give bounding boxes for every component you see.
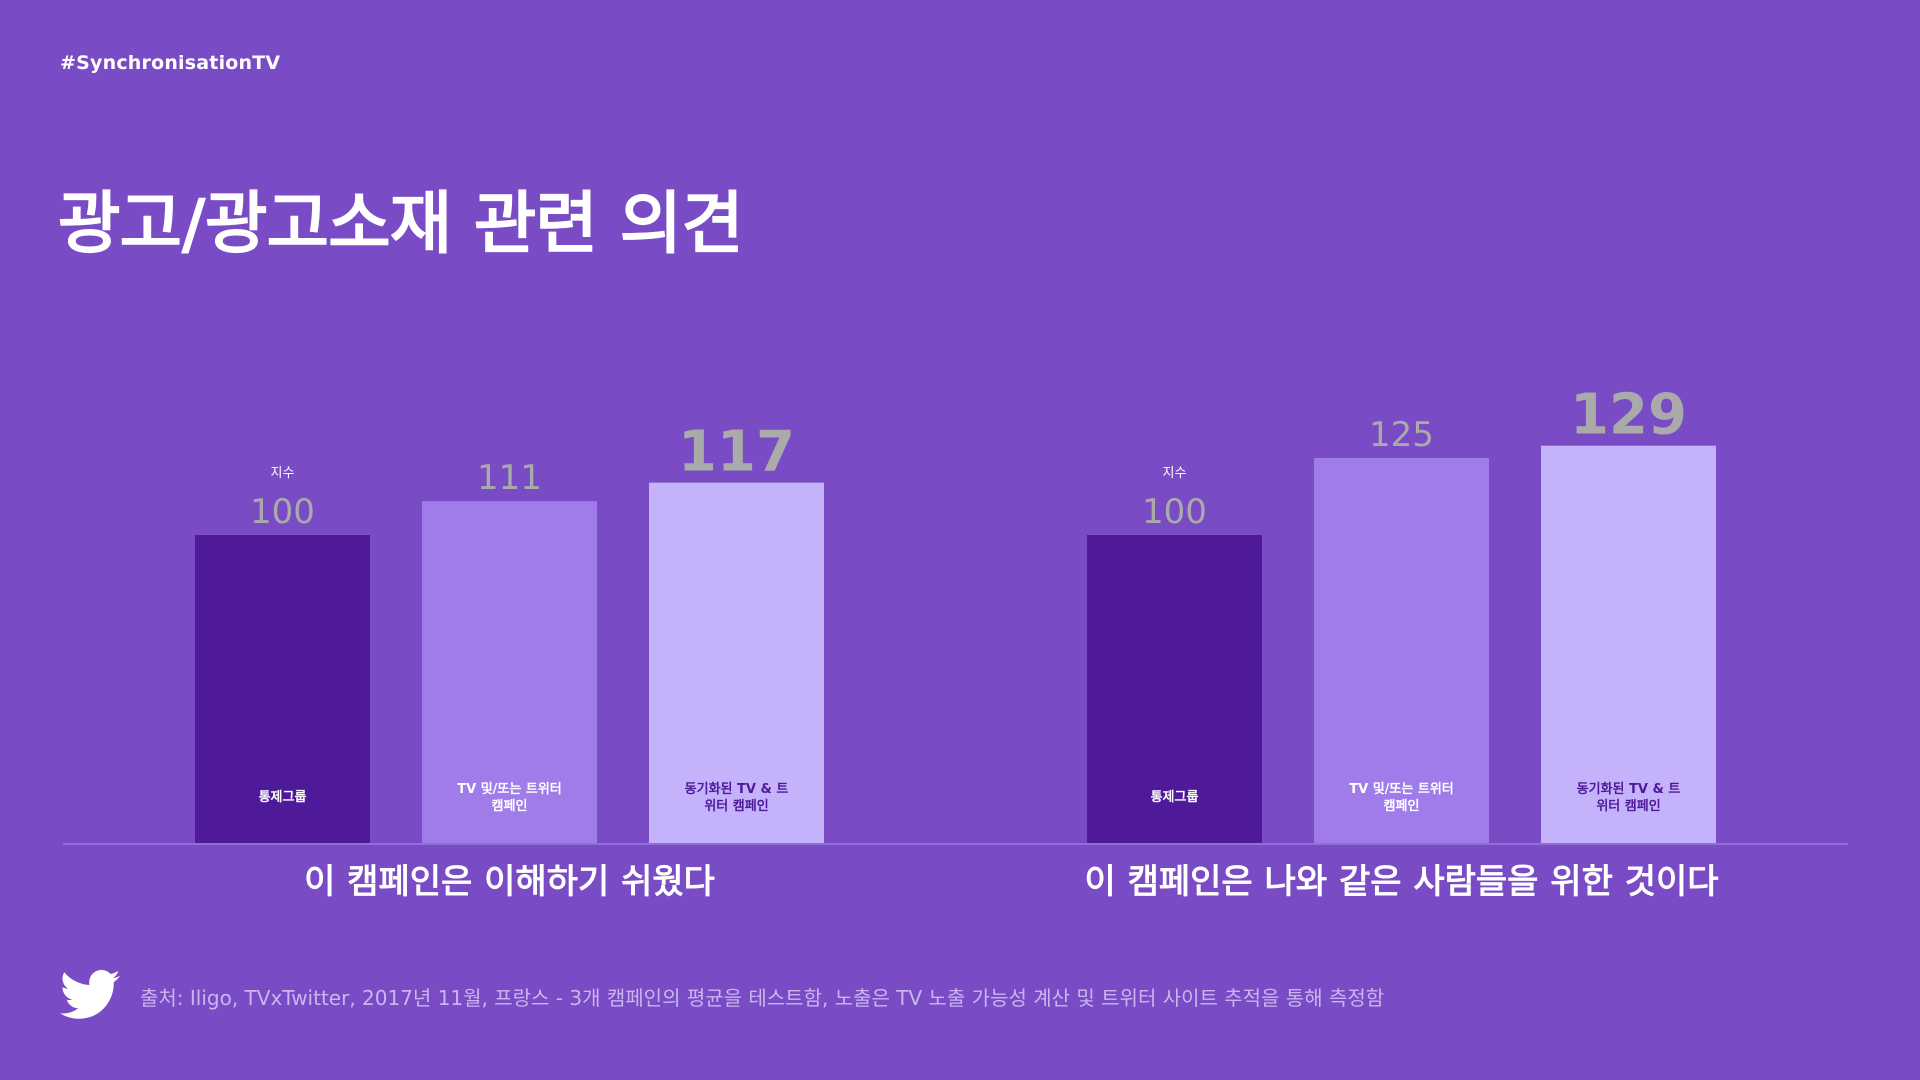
twitter-bird-icon [60, 970, 120, 1019]
bar-2-2 [1314, 458, 1489, 843]
value-label: 129 [1570, 383, 1687, 448]
category-label: 위터 캠페인 [704, 798, 768, 814]
bar-1-3 [649, 482, 824, 843]
bar-2-3 [1541, 445, 1716, 843]
value-label: 100 [1142, 492, 1207, 532]
bar-1-1 [195, 535, 370, 843]
category-label: TV 및/또는 트위터 [457, 781, 562, 797]
value-label: 111 [477, 458, 542, 498]
bar-2-1 [1087, 535, 1262, 843]
value-label: 117 [678, 420, 795, 485]
category-label: 캠페인 [492, 798, 528, 814]
page-title: 광고/광고소재 관련 의견 [58, 185, 744, 264]
category-label: TV 및/또는 트위터 [1349, 781, 1454, 797]
index-label: 지수 [271, 466, 295, 481]
category-label: 통제그룹 [1151, 789, 1199, 805]
category-label: 동기화된 TV & 트 [685, 781, 789, 797]
source-note: 출처: Iligo, TVxTwitter, 2017년 11월, 프랑스 - … [140, 986, 1385, 1010]
category-label: 캠페인 [1384, 798, 1420, 814]
category-label: 통제그룹 [259, 789, 307, 805]
category-label: 위터 캠페인 [1596, 798, 1660, 814]
value-label: 100 [250, 492, 315, 532]
category-label: 동기화된 TV & 트 [1577, 781, 1681, 797]
index-label: 지수 [1163, 466, 1187, 481]
value-label: 125 [1369, 415, 1434, 455]
hashtag: #SynchronisationTV [60, 52, 281, 74]
chart-title: 이 캠페인은 이해하기 쉬웠다 [304, 862, 715, 902]
chart-title: 이 캠페인은 나와 같은 사람들을 위한 것이다 [1084, 862, 1718, 902]
bar-1-2 [422, 501, 597, 843]
